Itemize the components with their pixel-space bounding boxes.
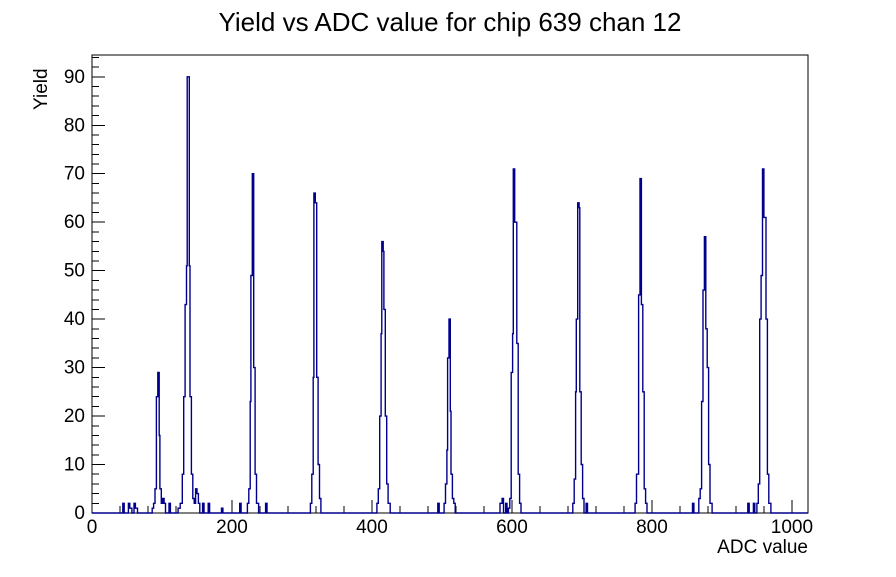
x-tick-label: 800 [636, 517, 668, 538]
y-axis-title: Yield [31, 68, 52, 110]
y-tick-label: 70 [64, 164, 85, 185]
y-tick-label: 30 [64, 358, 85, 379]
y-tick-label: 90 [64, 67, 85, 88]
x-tick-label: 200 [216, 517, 248, 538]
y-tick-label: 80 [64, 115, 85, 136]
x-tick-label: 600 [496, 517, 528, 538]
histogram-line [92, 76, 808, 514]
x-tick-label: 400 [356, 517, 388, 538]
x-tick-label: 0 [87, 517, 98, 538]
y-tick-label: 40 [64, 309, 85, 330]
y-tick-label: 20 [64, 406, 85, 427]
chart-title: Yield vs ADC value for chip 639 chan 12 [219, 7, 682, 37]
axis-tick-labels: 0 200 400 600 800 1000 0 10 20 30 40 50 60 70 80 90 [64, 67, 813, 538]
x-tick-label: 1000 [771, 517, 813, 538]
y-tick-label: 60 [64, 212, 85, 233]
x-axis-title: ADC value [717, 537, 808, 558]
y-tick-label: 50 [64, 261, 85, 282]
y-tick-label: 0 [74, 503, 85, 524]
y-tick-label: 10 [64, 455, 85, 476]
axis-ticks [91, 56, 793, 514]
plot-frame [91, 54, 809, 514]
